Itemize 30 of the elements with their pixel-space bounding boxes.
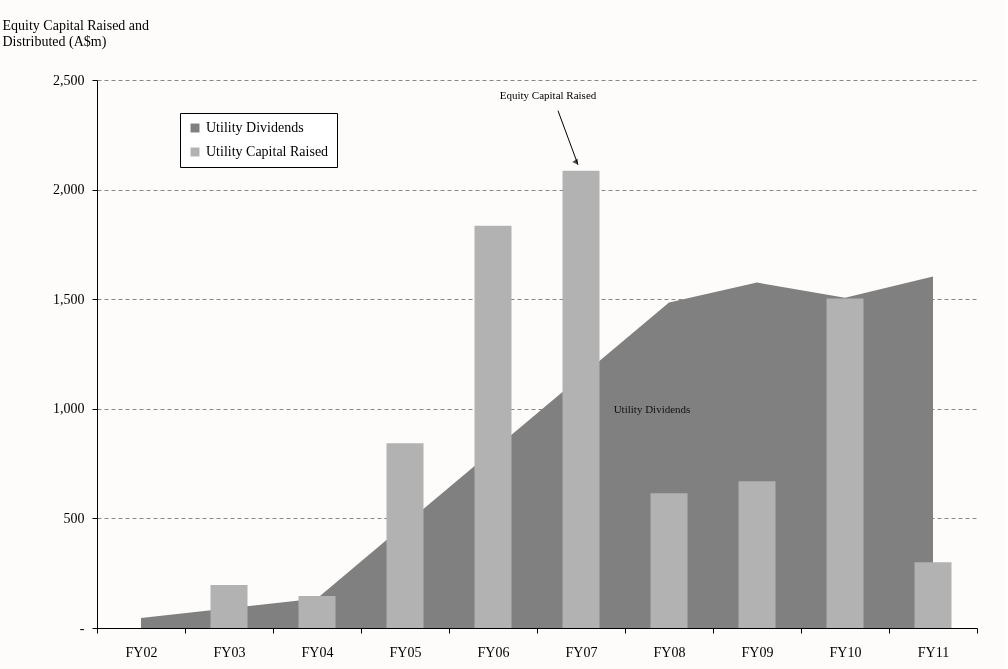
y-tick-label: 2,000 — [53, 182, 85, 198]
x-tick-label: FY05 — [389, 644, 422, 660]
y-tick-label: 500 — [63, 510, 85, 526]
y-axis-title: Equity Capital Raised and Distributed (A$m) — [2, 17, 150, 50]
x-tick-label: FY11 — [917, 644, 950, 660]
bar — [738, 481, 776, 628]
x-tick-label: FY10 — [829, 644, 862, 660]
bar — [298, 596, 336, 628]
x-tick-label: FY08 — [653, 644, 686, 660]
legend-label: Utility Capital Raised — [206, 144, 329, 159]
x-tick-label: FY07 — [565, 644, 598, 660]
x-tick-label: FY03 — [213, 644, 246, 660]
bar — [210, 585, 248, 628]
bar — [650, 493, 688, 628]
annotation: Utility Dividends — [613, 403, 691, 415]
bar — [474, 225, 512, 628]
legend-label: Utility Dividends — [206, 120, 304, 135]
x-tick-label: FY06 — [477, 644, 510, 660]
y-tick-label: 2,500 — [53, 72, 85, 88]
annotation: Equity Capital Raised — [499, 88, 597, 101]
x-tick-label: FY02 — [125, 644, 158, 660]
x-tick-label: FY09 — [741, 644, 774, 660]
y-tick-label: 1,500 — [53, 291, 85, 307]
bar — [914, 562, 952, 628]
y-tick-label: - — [79, 620, 85, 636]
bar — [562, 170, 600, 628]
bar — [826, 298, 864, 628]
x-tick-label: FY04 — [301, 644, 334, 660]
y-tick-label: 1,000 — [53, 401, 85, 417]
bar — [386, 443, 424, 628]
